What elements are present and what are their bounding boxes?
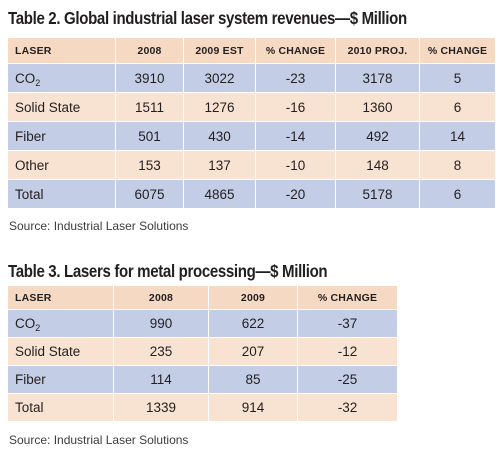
table2-laser-co2: CO2 <box>7 63 116 93</box>
table2-header-row: LASER 2008 2009 EST % CHANGE 2010 PROJ. … <box>7 37 496 64</box>
table-cell: -37 <box>297 309 398 338</box>
table-cell: -10 <box>255 150 336 180</box>
table3-header-row: LASER 2008 2009 % CHANGE <box>7 285 398 310</box>
table-cell: 207 <box>208 337 298 366</box>
table-cell: 6 <box>419 92 496 122</box>
table-cell: -23 <box>255 63 336 93</box>
table-cell: 4865 <box>183 179 256 209</box>
table3-source: Source: Industrial Laser Solutions <box>9 433 189 447</box>
table-cell: 1339 <box>113 393 209 422</box>
table2-title: Table 2. Global industrial laser system … <box>8 8 407 29</box>
table2-source: Source: Industrial Laser Solutions <box>9 219 189 233</box>
table-cell: -14 <box>255 121 336 151</box>
table-cell: -20 <box>255 179 336 209</box>
table3-header-change: % CHANGE <box>297 285 398 310</box>
table3: LASER 2008 2009 % CHANGE CO2 990 622 -37… <box>7 285 398 422</box>
table-cell: 3910 <box>115 63 184 93</box>
table-cell: 6075 <box>115 179 184 209</box>
table-cell: 6 <box>419 179 496 209</box>
table-row: Solid State 235 207 -12 <box>7 337 398 366</box>
table2-header-2008: 2008 <box>115 37 184 64</box>
table2-header-change-2: % CHANGE <box>419 37 496 64</box>
table-cell: 914 <box>208 393 298 422</box>
table-cell: 3022 <box>183 63 256 93</box>
table2-title-text: Global industrial laser system revenues—… <box>60 8 407 28</box>
laser-subscript: 2 <box>35 77 41 88</box>
table3-laser-total: Total <box>7 393 114 422</box>
table-cell: 501 <box>115 121 184 151</box>
table-cell: 235 <box>113 337 209 366</box>
laser-name: CO <box>15 70 36 86</box>
laser-name: CO <box>15 316 36 331</box>
table-row: Fiber 114 85 -25 <box>7 365 398 394</box>
table3-title-text: Lasers for metal processing—$ Million <box>60 261 328 281</box>
table-cell: -12 <box>297 337 398 366</box>
table-cell: -16 <box>255 92 336 122</box>
table-cell: 8 <box>419 150 496 180</box>
table-row: Total 6075 4865 -20 5178 6 <box>7 179 496 209</box>
table2-laser-other: Other <box>7 150 116 180</box>
table-cell: 990 <box>113 309 209 338</box>
table2-header-laser: LASER <box>7 37 116 64</box>
table3-title-number: Table 3. <box>8 261 61 281</box>
table3-header-2009: 2009 <box>208 285 298 310</box>
table-cell: 137 <box>183 150 256 180</box>
table-cell: 1276 <box>183 92 256 122</box>
table-cell: 3178 <box>335 63 420 93</box>
table2-laser-fiber: Fiber <box>7 121 116 151</box>
table-cell: 492 <box>335 121 420 151</box>
table-row: Solid State 1511 1276 -16 1360 6 <box>7 92 496 122</box>
table2-header-2010-proj: 2010 PROJ. <box>335 37 420 64</box>
table-cell: 148 <box>335 150 420 180</box>
table-cell: -25 <box>297 365 398 394</box>
table-cell: 430 <box>183 121 256 151</box>
table2-header-change-1: % CHANGE <box>255 37 336 64</box>
table3-laser-solid-state: Solid State <box>7 337 114 366</box>
table-cell: 1360 <box>335 92 420 122</box>
table3-header-laser: LASER <box>7 285 114 310</box>
table2-laser-total: Total <box>7 179 116 209</box>
table2: LASER 2008 2009 EST % CHANGE 2010 PROJ. … <box>7 37 496 209</box>
table2-header-2009-est: 2009 EST <box>183 37 256 64</box>
table2-laser-solid-state: Solid State <box>7 92 116 122</box>
table2-title-number: Table 2. <box>8 8 61 28</box>
table-cell: -32 <box>297 393 398 422</box>
table-cell: 14 <box>419 121 496 151</box>
table-cell: 114 <box>113 365 209 394</box>
table-cell: 622 <box>208 309 298 338</box>
table-row: CO2 3910 3022 -23 3178 5 <box>7 63 496 93</box>
table3-header-2008: 2008 <box>113 285 209 310</box>
table-cell: 85 <box>208 365 298 394</box>
table-row: Total 1339 914 -32 <box>7 393 398 422</box>
table-cell: 153 <box>115 150 184 180</box>
table-cell: 5 <box>419 63 496 93</box>
table-cell: 1511 <box>115 92 184 122</box>
laser-subscript: 2 <box>35 323 41 333</box>
table-row: Fiber 501 430 -14 492 14 <box>7 121 496 151</box>
table3-laser-co2: CO2 <box>7 309 114 338</box>
table-cell: 5178 <box>335 179 420 209</box>
table-row: CO2 990 622 -37 <box>7 309 398 338</box>
table3-laser-fiber: Fiber <box>7 365 114 394</box>
table3-title: Table 3. Lasers for metal processing—$ M… <box>8 261 328 282</box>
table-row: Other 153 137 -10 148 8 <box>7 150 496 180</box>
